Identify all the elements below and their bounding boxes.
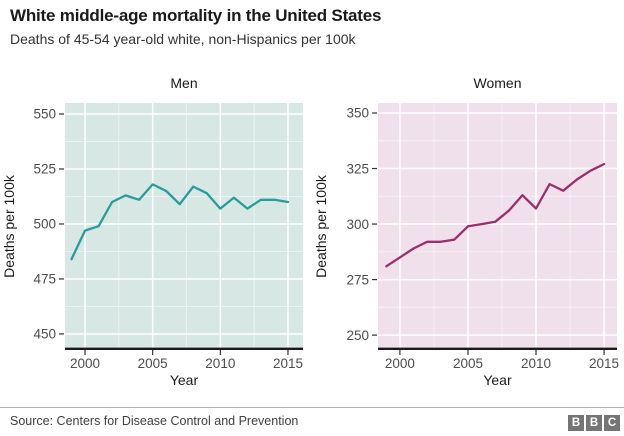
chart-footer: Source: Centers for Disease Control and … — [0, 400, 624, 436]
y-tick-label: 300 — [346, 217, 369, 232]
x-tick-label: 2010 — [205, 356, 235, 371]
y-axis-title: Deaths per 100k — [1, 174, 17, 278]
bbc-logo-letter: B — [568, 415, 584, 431]
x-tick-label: 2000 — [385, 356, 415, 371]
y-tick-label: 475 — [33, 272, 56, 287]
y-tick-label: 500 — [33, 217, 56, 232]
plot-background — [65, 103, 303, 350]
women-line-chart: 250 275 300 325 350 2000 2005 2010 2015 Women Deat… — [313, 75, 619, 388]
data-line-men — [70, 183, 290, 261]
footer-divider — [0, 407, 624, 408]
bbc-logo-letter: C — [604, 415, 620, 431]
charts-area: 450 475 500 525 550 2000 2005 2010 2015 Men Deaths… — [0, 60, 624, 400]
y-tick-label: 250 — [346, 328, 369, 343]
y-tick-label: 450 — [33, 327, 56, 342]
x-tick-label: 2015 — [273, 356, 303, 371]
page-title: White middle-age mortality in the United… — [10, 6, 382, 25]
x-tick-label: 2000 — [70, 356, 100, 371]
bbc-logo: B B C — [568, 415, 620, 431]
y-tick-label: 550 — [33, 107, 56, 122]
plot-background — [378, 103, 617, 350]
y-tick-label: 325 — [346, 161, 369, 176]
x-tick-label: 2010 — [521, 356, 551, 371]
facet-title: Men — [170, 75, 197, 91]
men-line-chart: 450 475 500 525 550 2000 2005 2010 2015 Men Deaths… — [1, 75, 303, 388]
data-line-women — [385, 162, 606, 268]
facet-title: Women — [474, 75, 522, 91]
y-tick-label: 350 — [346, 106, 369, 121]
source-note: Source: Centers for Disease Control and … — [10, 414, 299, 428]
y-axis-title: Deaths per 100k — [313, 174, 329, 278]
x-axis-title: Year — [483, 372, 512, 388]
x-axis-title: Year — [170, 372, 199, 388]
x-tick-label: 2005 — [138, 356, 168, 371]
chart-header: White middle-age mortality in the United… — [10, 6, 614, 47]
y-tick-label: 525 — [33, 162, 56, 177]
bbc-logo-letter: B — [586, 415, 602, 431]
x-tick-label: 2015 — [589, 356, 619, 371]
page-subtitle: Deaths of 45-54 year-old white, non-Hisp… — [10, 31, 356, 47]
x-tick-label: 2005 — [453, 356, 483, 371]
y-tick-label: 275 — [346, 272, 369, 287]
